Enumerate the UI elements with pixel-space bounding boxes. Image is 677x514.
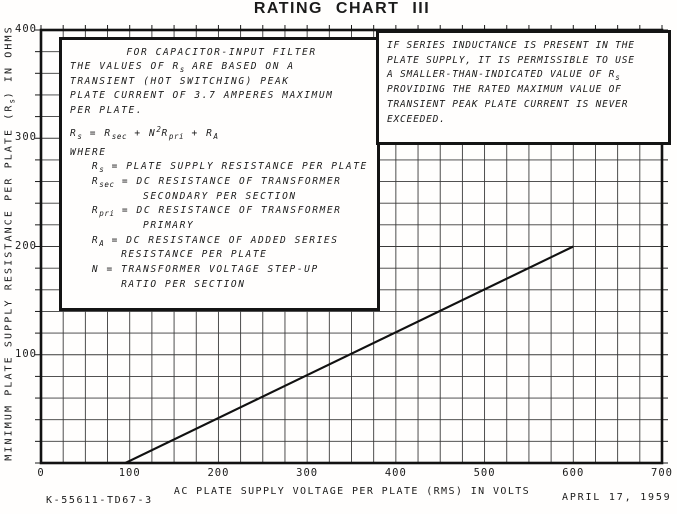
y-tick-label: 300 (15, 131, 37, 144)
rating-line (124, 245, 574, 464)
x-axis-title: AC PLATE SUPPLY VOLTAGE PER PLATE (RMS) … (173, 486, 531, 497)
x-tick-label: 500 (473, 467, 496, 479)
plot-border (39, 28, 664, 465)
y-tick-label: 400 (15, 23, 37, 35)
note-line: RA = DC RESISTANCE OF ADDED SERIES (91, 234, 339, 248)
x-tick-label: 700 (651, 467, 673, 479)
drawing-number: K-55611-TD67-3 (46, 495, 153, 506)
note-line: EXCEEDED. (387, 113, 446, 125)
note-line: PLATE SUPPLY, IT IS PERMISSIBLE TO USE (387, 54, 635, 66)
note-line: RESISTANCE PER PLATE (121, 249, 268, 261)
note-line: THE VALUES OF Rs ARE BASED ON A (70, 61, 295, 74)
page-title: RATING CHART III (253, 0, 431, 17)
note-capacitor-input-filter: FOR CAPACITOR-INPUT FILTER THE VALUES OF… (59, 37, 380, 311)
x-tick-label: 0 (37, 467, 45, 479)
note-line: RATIO PER SECTION (121, 278, 246, 290)
note-line: A SMALLER-THAN-INDICATED VALUE OF Rs (387, 69, 621, 83)
date-label: APRIL 17, 1959 (562, 492, 672, 503)
note-line: PRIMARY (143, 220, 195, 232)
x-tick-label: 300 (296, 467, 319, 479)
note-line: PLATE CURRENT OF 3.7 AMPERES MAXIMUM (70, 90, 334, 102)
x-tick-label: 400 (384, 467, 407, 479)
note-line: Rpri = DC RESISTANCE OF TRANSFORMER (91, 205, 342, 219)
note-line: N = TRANSFORMER VOLTAGE STEP-UP (91, 264, 319, 276)
note-series-inductance: IF SERIES INDUCTANCE IS PRESENT IN THE PL… (376, 30, 671, 145)
x-tick-label: 100 (118, 467, 141, 479)
x-tick-label: 600 (562, 467, 585, 479)
note-line: WHERE (70, 146, 107, 158)
note-line: IF SERIES INDUCTANCE IS PRESENT IN THE (387, 40, 635, 51)
note-line: TRANSIENT (HOT SWITCHING) PEAK (70, 75, 290, 87)
note-line: Rsec = DC RESISTANCE OF TRANSFORMER (91, 175, 342, 189)
y-tick-label: 200 (15, 239, 37, 252)
note-line: SECONDARY PER SECTION (143, 190, 297, 202)
note-body: THE VALUES OF Rs ARE BASED ON A TRANSIENT… (70, 60, 373, 293)
note-body: IF SERIES INDUCTANCE IS PRESENT IN THE PL… (387, 39, 664, 127)
y-tick-label: 100 (15, 347, 37, 360)
note-line: Rs = Rsec + N2Rpri + RA (70, 124, 219, 141)
note-line: PER PLATE. (70, 105, 144, 117)
note-line: PROVIDING THE RATED MAXIMUM VALUE OF (387, 84, 622, 96)
x-tick-label: 200 (207, 467, 230, 479)
note-line: Rs = PLATE SUPPLY RESISTANCE PER PLATE (91, 161, 368, 175)
note-heading: FOR CAPACITOR-INPUT FILTER (126, 47, 317, 58)
note-line: TRANSIENT PEAK PLATE CURRENT IS NEVER (387, 98, 629, 110)
